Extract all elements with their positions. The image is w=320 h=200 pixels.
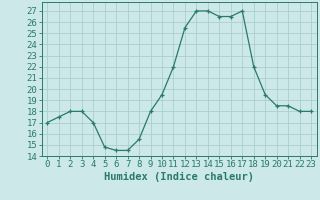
X-axis label: Humidex (Indice chaleur): Humidex (Indice chaleur) bbox=[104, 172, 254, 182]
